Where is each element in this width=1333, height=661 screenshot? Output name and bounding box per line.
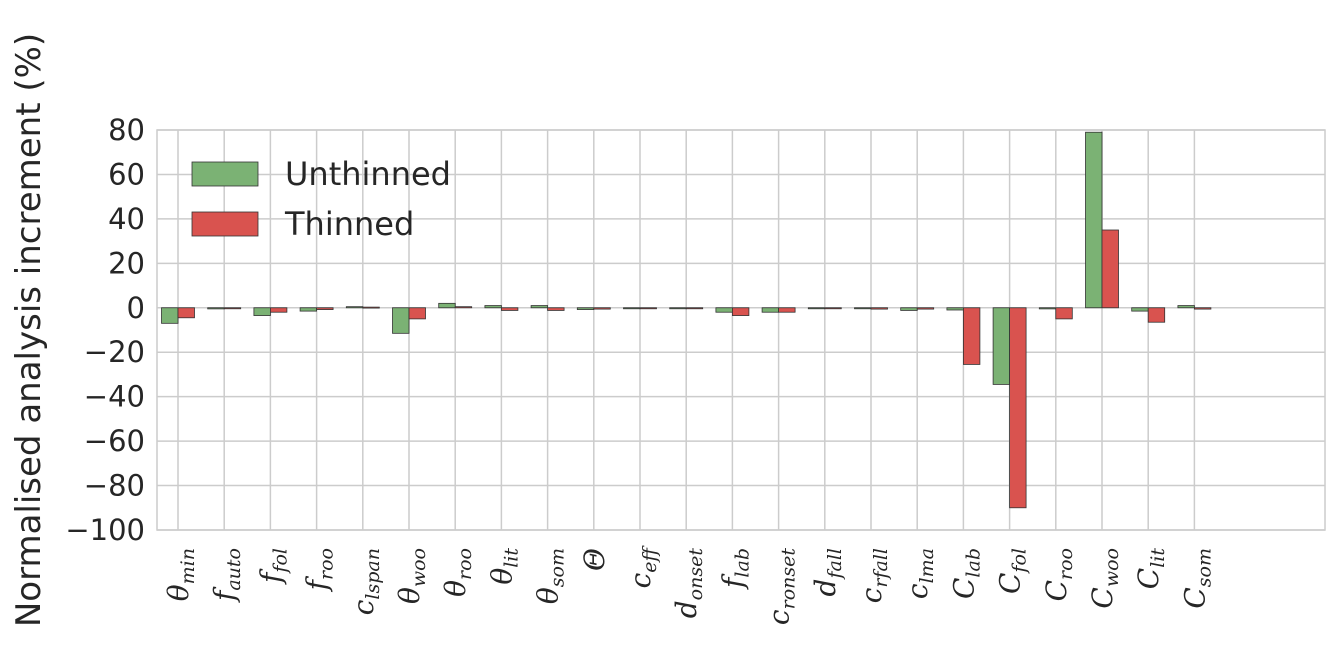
bar-unthinned [1177, 305, 1195, 309]
bar-thinned [1101, 229, 1119, 309]
y-tick-label: −60 [84, 424, 145, 458]
bar-thinned [547, 307, 565, 311]
x-tick-label: Cwoo [1086, 548, 1123, 609]
bar-unthinned [576, 307, 595, 310]
bar-thinned [316, 307, 334, 310]
bar-thinned [362, 306, 380, 309]
y-tick-label: −80 [84, 469, 145, 503]
bar-thinned [1055, 307, 1073, 320]
bar-unthinned [992, 307, 1010, 385]
bar-unthinned [392, 307, 410, 334]
x-tick-label: Clit [1132, 548, 1169, 590]
bar-thinned [269, 307, 288, 313]
bar-unthinned [484, 305, 502, 309]
x-tick-label: Clab [947, 548, 984, 599]
bar-thinned [1009, 307, 1027, 509]
bar-thinned [1147, 307, 1166, 323]
x-tick-label: cronset [763, 548, 800, 625]
x-tick-label: froo [301, 548, 338, 592]
bar-unthinned [345, 306, 364, 309]
bar-unthinned [1038, 307, 1057, 310]
x-tick-label: Cfol [994, 548, 1031, 594]
legend-label-unthinned: Unthinned [285, 155, 451, 193]
bar-unthinned [715, 307, 733, 313]
bar-unthinned [623, 307, 641, 310]
x-tick-label: Csom [1178, 548, 1215, 609]
x-tick-label: θwoo [393, 548, 430, 604]
bar-unthinned [161, 307, 179, 324]
bar-unthinned [807, 307, 826, 310]
bar-thinned [593, 307, 611, 310]
bar-thinned [1194, 307, 1212, 310]
y-tick-labels: 80 60 40 20 0 −20 −40 −60 −80 −100 [65, 113, 145, 547]
bar-thinned [408, 307, 426, 320]
x-tick-label: dfall [809, 548, 846, 596]
bar-thinned [963, 307, 981, 365]
bar-unthinned [854, 307, 872, 310]
x-tick-label: clma [901, 548, 938, 599]
x-tick-label: θlit [485, 548, 522, 585]
bar-unthinned [1085, 131, 1103, 309]
legend-label-thinned: Thinned [284, 205, 414, 243]
bar-unthinned [207, 307, 225, 310]
x-tick-label: Θ [578, 548, 611, 571]
bar-thinned [177, 307, 195, 319]
bar-unthinned [669, 307, 687, 310]
x-tick-label: clspan [347, 548, 384, 615]
y-tick-label: −20 [84, 335, 145, 369]
bar-unthinned [900, 307, 918, 311]
y-tick-label: 60 [108, 157, 145, 191]
x-tick-label: fauto [208, 548, 245, 603]
bar-unthinned [253, 307, 271, 316]
bar-thinned [778, 307, 796, 313]
bar-thinned [500, 307, 519, 311]
bar-thinned [685, 307, 704, 310]
x-tick-label: flab [716, 548, 753, 590]
legend: Unthinned Thinned [191, 155, 451, 243]
y-tick-label: 20 [108, 246, 145, 280]
bar-thinned [454, 306, 473, 309]
x-tick-label: ffol [254, 548, 291, 585]
bar-thinned [732, 307, 750, 316]
bar-thinned [870, 307, 888, 310]
plot-area [156, 129, 1326, 531]
y-tick-label: −40 [84, 380, 145, 414]
bar-thinned [639, 307, 657, 310]
y-tick-label: −100 [65, 513, 145, 547]
bar-thinned [223, 307, 242, 310]
bar-unthinned [530, 305, 548, 309]
y-tick-label: 40 [108, 202, 145, 236]
x-tick-label: θmin [162, 548, 199, 601]
x-tick-label: ceff [624, 544, 661, 588]
bar-unthinned [299, 307, 318, 312]
y-tick-label: 80 [108, 113, 145, 147]
grid-lines [157, 129, 1325, 531]
x-tick-label: donset [670, 548, 707, 619]
bar-unthinned [438, 302, 456, 309]
x-tick-label: Croo [1040, 548, 1077, 601]
bar-thinned [916, 307, 935, 310]
x-tick-label: θsom [532, 548, 569, 604]
bar-unthinned [761, 307, 779, 313]
bar-unthinned [946, 307, 964, 311]
bar-unthinned [1131, 307, 1149, 312]
legend-swatch-unthinned [191, 161, 259, 187]
x-tick-label: crfall [855, 548, 892, 603]
y-axis-label: Normalised analysis increment (%) [9, 33, 49, 627]
bars [161, 131, 1212, 509]
legend-swatch-thinned [191, 211, 259, 237]
bar-thinned [824, 307, 842, 310]
y-tick-label: 0 [127, 291, 145, 325]
x-tick-label: θroo [439, 548, 476, 597]
